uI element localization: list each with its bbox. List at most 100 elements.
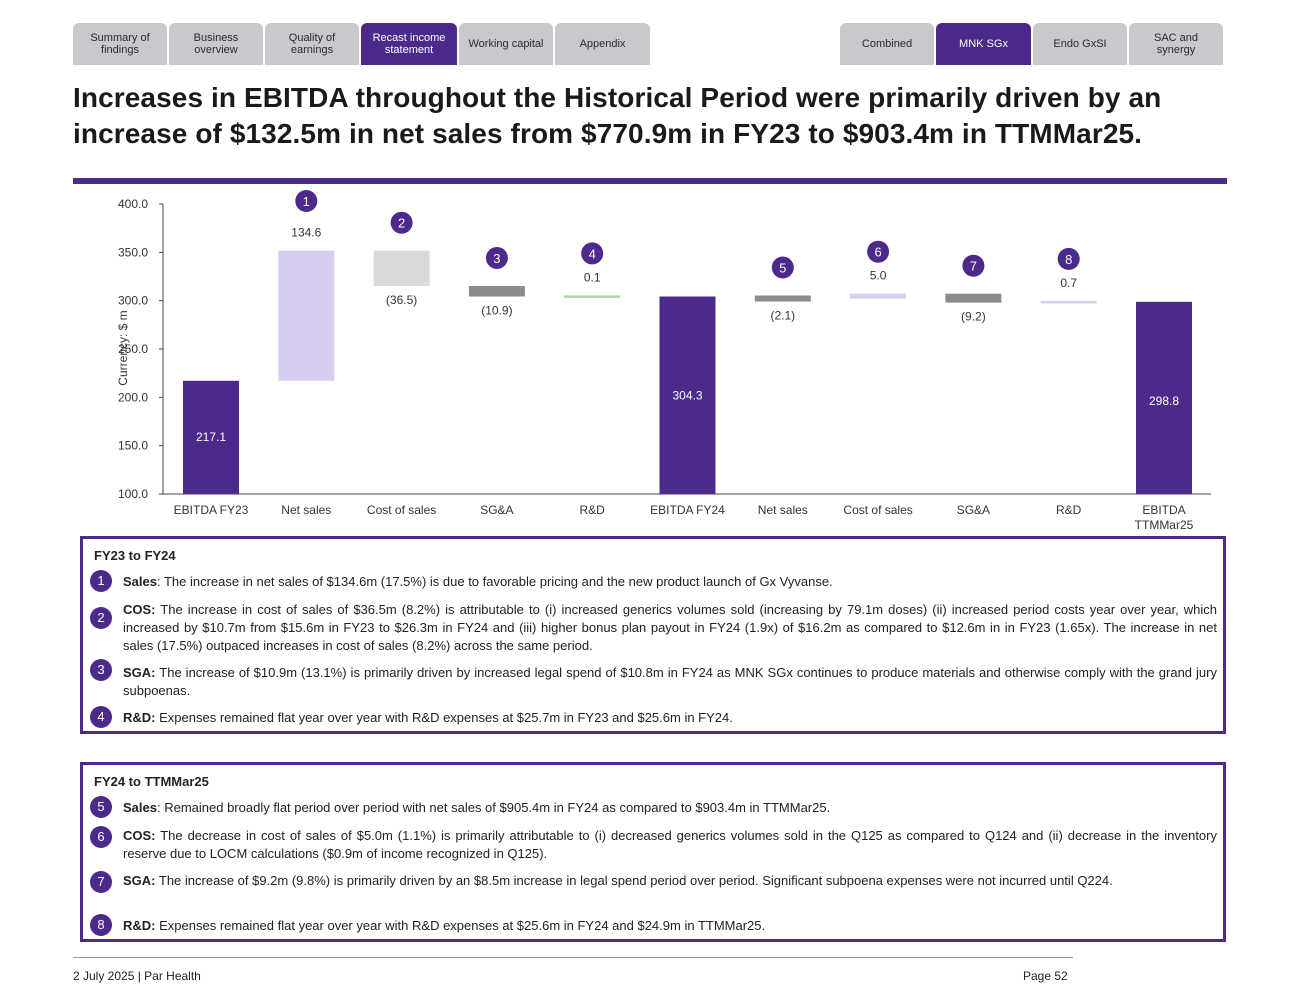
- tab-summary-of-findings[interactable]: Summary of findings: [73, 23, 167, 65]
- bar-sg-a: [945, 293, 1002, 303]
- bar-ebitda-fy24: [659, 296, 716, 494]
- category-label: R&D: [580, 503, 606, 517]
- y-tick-label: 350.0: [118, 245, 148, 259]
- note-cos: COS: The decrease in cost of sales of $5…: [123, 827, 1217, 863]
- note-rd: R&D: Expenses remained flat year over ye…: [123, 709, 1217, 727]
- note-head: Sales: [123, 800, 157, 815]
- bar-value-label: (2.1): [770, 309, 795, 323]
- marker-2-circle: [390, 211, 413, 234]
- marker-number: 3: [493, 251, 500, 266]
- tab-appendix[interactable]: Appendix: [555, 23, 650, 65]
- category-label: SG&A: [957, 503, 990, 517]
- y-axis-label: Currency: $ m: [116, 310, 130, 385]
- category-label: EBITDA: [1142, 503, 1185, 517]
- box-title: FY24 to TTMMar25: [94, 774, 209, 789]
- note-text: The increase of $9.2m (9.8%) is primaril…: [155, 873, 1113, 888]
- bar-ebitda-fy23: [183, 380, 239, 494]
- bar-value-label: 134.6: [291, 226, 321, 240]
- y-tick-label: 250.0: [118, 342, 148, 356]
- page-title: Increases in EBITDA throughout the Histo…: [73, 82, 1162, 149]
- footer-divider: [73, 957, 1073, 958]
- tab-endo-gxsi[interactable]: Endo GxSI: [1033, 23, 1127, 65]
- footer-page-number: Page 52: [1023, 969, 1068, 983]
- category-label: Net sales: [758, 503, 808, 517]
- tab-mnk-sgx[interactable]: MNK SGx: [936, 23, 1031, 65]
- note-head: COS:: [123, 602, 156, 617]
- marker-number: 1: [303, 194, 310, 209]
- tab-business-overview[interactable]: Business overview: [169, 23, 263, 65]
- category-label: EBITDA FY23: [174, 503, 249, 517]
- bar-sg-a: [468, 285, 525, 297]
- marker-7-circle: [962, 254, 985, 277]
- marker-6-circle: [867, 240, 890, 263]
- marker-4-circle: [581, 242, 604, 265]
- category-label: SG&A: [480, 503, 513, 517]
- bar-value-label: (9.2): [961, 310, 986, 324]
- bar-r-d: [1040, 300, 1097, 304]
- y-tick-label: 200.0: [118, 390, 148, 404]
- y-tick-label: 300.0: [118, 294, 148, 308]
- fy24-ttmmar25-commentary-box: FY24 to TTMMar25 5 Sales: Remained broad…: [80, 762, 1226, 942]
- title-divider: [73, 178, 1227, 184]
- y-tick-label: 100.0: [118, 487, 148, 501]
- y-tick-label: 150.0: [118, 439, 148, 453]
- note-head: SGA:: [123, 873, 156, 888]
- note-text: : Remained broadly flat period over peri…: [156, 800, 831, 815]
- note-text: Expenses remained flat year over year wi…: [155, 710, 733, 725]
- bar-value-label: (36.5): [386, 293, 417, 307]
- note-text: Expenses remained flat year over year wi…: [155, 918, 766, 933]
- bar-value-label: 5.0: [870, 269, 887, 283]
- note-sga: SGA: The increase of $10.9m (13.1%) is p…: [123, 664, 1217, 700]
- category-label: R&D: [1056, 503, 1082, 517]
- bar-cost-of-sales: [373, 250, 430, 286]
- bar-net-sales: [754, 295, 811, 302]
- tab-quality-of-earnings[interactable]: Quality of earnings: [265, 23, 359, 65]
- marker-4: 4: [90, 706, 112, 728]
- note-head: Sales: [123, 574, 157, 589]
- marker-number: 7: [970, 259, 977, 274]
- bar-net-sales: [278, 250, 335, 381]
- marker-number: 4: [589, 246, 596, 261]
- bar-ebitda-ttmmar25: [1136, 301, 1192, 494]
- bar-value-label: 0.7: [1060, 276, 1077, 290]
- marker-8: 8: [90, 914, 112, 936]
- tab-recast-income-statement[interactable]: Recast income statement: [361, 23, 457, 65]
- marker-1: 1: [90, 570, 112, 592]
- note-text: The decrease in cost of sales of $5.0m (…: [123, 828, 1217, 861]
- footer-date-company: 2 July 2025 | Par Health: [73, 969, 201, 983]
- marker-3: 3: [90, 659, 112, 681]
- note-head: SGA:: [123, 665, 156, 680]
- note-text: The increase in cost of sales of $36.5m …: [123, 602, 1217, 653]
- tab-working-capital[interactable]: Working capital: [459, 23, 553, 65]
- bar-value-label: 298.8: [1149, 394, 1179, 408]
- marker-5-circle: [771, 256, 794, 279]
- bar-value-label: 0.1: [584, 270, 601, 284]
- note-text: The increase of $10.9m (13.1%) is primar…: [123, 665, 1217, 698]
- marker-5: 5: [90, 796, 112, 818]
- bar-value-label: (10.9): [481, 304, 512, 318]
- note-sga: SGA: The increase of $9.2m (9.8%) is pri…: [123, 872, 1217, 890]
- note-sales: Sales: Remained broadly flat period over…: [123, 799, 1217, 817]
- tab-combined[interactable]: Combined: [840, 23, 934, 65]
- note-rd: R&D: Expenses remained flat year over ye…: [123, 917, 1217, 935]
- bar-r-d: [564, 295, 621, 298]
- marker-2: 2: [90, 607, 112, 629]
- marker-number: 6: [874, 245, 881, 260]
- category-label: Cost of sales: [843, 503, 912, 517]
- category-label: Cost of sales: [367, 503, 436, 517]
- marker-6: 6: [90, 826, 112, 848]
- marker-1-circle: [295, 190, 318, 212]
- tab-sac-and-synergy[interactable]: SAC and synergy: [1129, 23, 1223, 65]
- bar-cost-of-sales: [850, 293, 907, 299]
- marker-7: 7: [90, 871, 112, 893]
- note-head: R&D:: [123, 710, 156, 725]
- bar-value-label: 304.3: [672, 389, 702, 403]
- note-sales: Sales: The increase in net sales of $134…: [123, 573, 1217, 591]
- category-label: EBITDA FY24: [650, 503, 725, 517]
- note-head: COS:: [123, 828, 156, 843]
- note-head: R&D:: [123, 918, 156, 933]
- fy23-fy24-commentary-box: FY23 to FY24 1 Sales: The increase in ne…: [80, 536, 1226, 734]
- marker-3-circle: [485, 246, 508, 269]
- category-label: TTMMar25: [1135, 518, 1194, 532]
- y-tick-label: 400.0: [118, 197, 148, 211]
